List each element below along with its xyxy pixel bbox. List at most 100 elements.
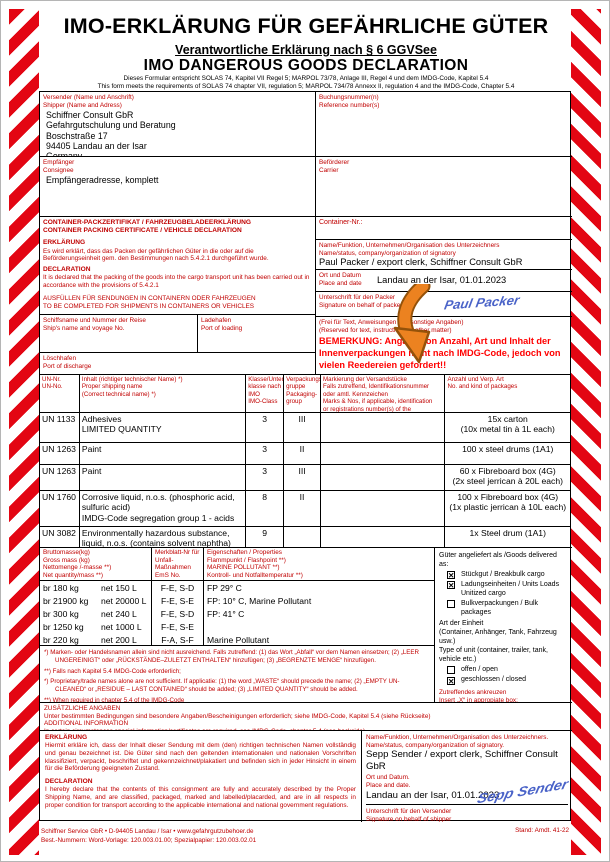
mass-row: br 21900 kg net 20000 L F-E, S-E FP: 10° … — [40, 594, 435, 607]
page-title-en: IMO DANGEROUS GOODS DECLARATION — [143, 57, 469, 74]
declaration-title: DECLARATION — [43, 266, 91, 274]
cell-name: Corrosive liquid, n.o.s. (phosphoric aci… — [80, 491, 247, 526]
carrier-label: Beförderer Carrier — [319, 159, 350, 174]
checkbox — [447, 600, 455, 609]
cell-name: Adhesives LIMITED QUANTITY — [80, 413, 247, 442]
page-subtitle: Verantwortliche Erklärung nach § 6 GGVSe… — [175, 43, 437, 57]
packing-certificate-box: CONTAINER-PACKZERTIFIKAT / FAHRZEUGBELAD… — [40, 217, 316, 290]
cell-marks — [321, 443, 446, 464]
checkbox-label: offen / open — [461, 665, 498, 673]
cell-marks — [321, 491, 446, 526]
requirements-line-en: This form meets the requirements of SOLA… — [97, 83, 515, 90]
checkbox — [447, 666, 455, 675]
container-no-label: Container-Nr.: — [319, 219, 363, 226]
ems-no: F-E, S-E — [152, 594, 204, 607]
packing-certificate-heading: CONTAINER-PACKZERTIFIKAT / FAHRZEUGBELAD… — [43, 219, 252, 235]
shipper-place-value: Landau an der Isar, 01.01.2023 — [366, 790, 568, 806]
erklaerung-text: Es wird erklärt, dass das Packen der gef… — [43, 247, 269, 263]
ems-no: F-E, S-D — [152, 581, 204, 594]
footnote-en-2: **) When required in chapter 5.4 of the … — [44, 696, 185, 702]
cell-un: UN 1133 — [40, 413, 80, 442]
shipper-signatory-box: Name/Funktion, Unternehmen/Organisation … — [362, 730, 572, 822]
properties: Marine Pollutant — [207, 635, 270, 645]
complete-note: AUSFÜLLEN FÜR SENDUNGEN IN CONTAINERN OD… — [43, 295, 256, 310]
ems-no: F-A, S-F — [152, 633, 204, 646]
cell-name: Paint — [80, 465, 247, 490]
checkbox-label: geschlossen / closed — [461, 676, 526, 684]
consignee-box: Empfänger Consignee Empfängeradresse, ko… — [40, 157, 316, 217]
additional-text-en: In certain circumstances special informa… — [44, 728, 568, 730]
shipper-signatory-value: Sepp Sender / export clerk, Schiffner Co… — [366, 749, 558, 772]
net-mass: net 200 L — [101, 635, 137, 645]
properties-header: Eigenschaften / Properties Flammpunkt / … — [207, 549, 322, 580]
mass-table: Bruttomasse(kg) Gross mass (kg) Nettomen… — [40, 547, 435, 646]
cell-un: UN 1263 — [40, 443, 80, 464]
free-text-label: (Frei für Text, Anweisungen und sonstige… — [319, 319, 464, 334]
packer-signatory-value: Paul Packer / export clerk, Schiffner Co… — [319, 257, 523, 268]
cell-marks — [321, 413, 446, 442]
option-open: offen / open — [447, 666, 568, 675]
footer-revision: Stand: Amdt. 41-22 — [515, 827, 569, 834]
footer-imprint: Schiffner Service GbR • D-94405 Landau /… — [41, 828, 257, 845]
gross-mass: br 1250 kg — [43, 622, 84, 632]
annotation-arrow-icon — [389, 278, 441, 373]
shipper-signatory-label: Name/Funktion, Unternehmen/Organisation … — [366, 734, 549, 749]
cell-class: 3 — [246, 413, 285, 442]
additional-title-de: ZUSÄTZLICHE ANGABEN — [44, 705, 121, 712]
reference-label: Buchungsnummer(n) Reference number(s) — [319, 94, 380, 109]
additional-text-de: Unter bestimmten Bedingungen sind besond… — [44, 712, 431, 720]
goods-delivered-heading: Güter angeliefert als /Goods delivered a… — [439, 552, 557, 569]
declaration-form: Versender (Name und Anschrift) Shipper (… — [39, 91, 572, 822]
net-mass: net 240 L — [101, 609, 137, 619]
cell-pg: II — [284, 443, 321, 464]
table-row: UN 1760 Corrosive liquid, n.o.s. (phosph… — [40, 491, 570, 527]
ship-name-label: Schiffsname und Nummer der Reise Ship's … — [43, 317, 146, 332]
final-declaration-text: I hereby declare that the contents of th… — [45, 786, 356, 809]
net-mass: net 150 L — [101, 583, 137, 593]
gross-mass: br 21900 kg — [43, 596, 89, 606]
remark-text: BEMERKUNG: Angabe von Anzahl, Art und In… — [319, 336, 561, 371]
cell-pg: II — [284, 491, 321, 526]
final-erklaerung-title: ERKLÄRUNG — [45, 734, 88, 741]
final-declaration-box: ERKLÄRUNG Hiermit erkläre ich, dass der … — [40, 730, 362, 822]
cell-marks — [321, 527, 446, 547]
container-no-box: Container-Nr.: — [316, 217, 572, 240]
table-row: UN 1263 Paint 3 II 100 x steel drums (1A… — [40, 443, 570, 465]
cell-un: UN 1760 — [40, 491, 80, 526]
shipper-place-label: Ort und Datum. Place and date. — [366, 774, 411, 790]
cell-class: 8 — [246, 491, 285, 526]
shipper-signature-label: Unterschrift für den Versender Signature… — [366, 808, 452, 822]
port-discharge-box: Löschhafen Port of discharge — [40, 353, 316, 374]
option-bulk-packages: Bulkverpackungen / Bulk packages — [447, 600, 568, 618]
cell-packages: 60 x Fibreboard box (4G) (2x steel jerri… — [452, 466, 563, 487]
free-text-box: (Frei für Text, Anweisungen und sonstige… — [316, 317, 572, 374]
shipper-value: Schiffner Consult GbR Gefahrgutschulung … — [46, 110, 176, 157]
shipper-label: Versender (Name und Anschrift) Shipper (… — [43, 94, 134, 109]
declaration-text: It is declared that the packing of the g… — [43, 274, 310, 289]
additional-info-box: ZUSÄTZLICHE ANGABEN Unter bestimmten Bed… — [40, 702, 572, 730]
page-title: IMO-ERKLÄRUNG FÜR GEFÄHRLICHE GÜTER — [63, 14, 549, 38]
packer-place-label: Ort und Datum Place and date — [319, 272, 362, 287]
mass-row: br 180 kg net 150 L F-E, S-D FP 29° C — [40, 581, 435, 594]
packer-signatory-box: Name/Funktion, Unternehmen/Organisation … — [316, 240, 572, 270]
final-erklaerung-text: Hiermit erkläre ich, dass der Inhalt die… — [45, 742, 356, 773]
table-row: UN 1263 Paint 3 III 60 x Fibreboard box … — [40, 465, 570, 491]
mass-header: Bruttomasse(kg) Gross mass (kg) Nettomen… — [40, 548, 152, 580]
goods-table: UN-Nr. UN-No. Inhalt (richtiger technisc… — [40, 374, 570, 547]
net-mass: net 1000 L — [101, 622, 142, 632]
consignee-value: Empfängeradresse, komplett — [46, 175, 159, 186]
checkbox: ✕ — [447, 571, 455, 581]
packer-signatory-label: Name/Funktion, Unternehmen/Organisation … — [319, 242, 500, 257]
cell-packages: 100 x steel drums (1A1) — [462, 444, 554, 454]
packer-place-value: Landau an der Isar, 01.01.2023 — [377, 275, 507, 285]
option-unit-loads: ✕ Ladungseinheiten / Units Loads Unitize… — [447, 581, 568, 599]
cell-marks — [321, 465, 446, 490]
cell-class: 3 — [246, 443, 285, 464]
port-loading-box: Ladehafen Port of loading — [198, 315, 316, 353]
cell-class: 9 — [246, 527, 285, 547]
cell-class: 3 — [246, 465, 285, 490]
ems-header: Merkblatt-Nr für Unfall-Maßnahmen EmS No… — [152, 548, 204, 580]
gross-mass: br 300 kg — [43, 609, 79, 619]
packer-signature-label: Unterschrift für den Packer Signature on… — [319, 294, 403, 309]
mass-row: br 220 kg net 200 L F-A, S-F Marine Pollu… — [40, 633, 435, 646]
